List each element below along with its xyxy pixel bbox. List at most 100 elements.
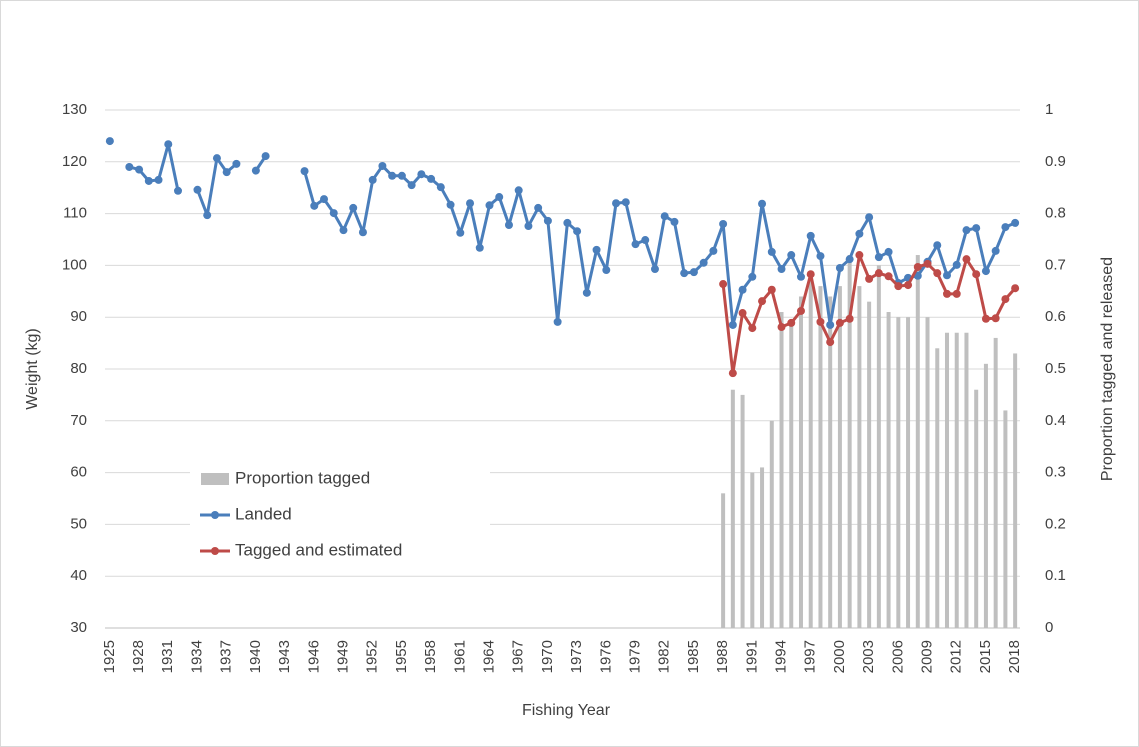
marker [699,258,708,267]
marker [787,251,796,260]
legend-label: Proportion tagged [235,468,370,487]
marker [913,262,922,271]
marker [222,168,231,177]
marker [689,268,698,277]
marker [835,318,844,327]
marker [1011,284,1020,293]
bar [1003,410,1008,628]
marker [865,274,874,283]
marker [738,285,747,294]
y2-tick-label: 0.1 [1045,567,1066,584]
marker [826,320,835,329]
marker [942,271,951,280]
marker [212,154,221,163]
bar [886,312,891,628]
marker [1001,223,1010,232]
y-tick-label: 80 [70,360,87,377]
marker [475,243,484,252]
marker [397,171,406,180]
y2-tick-label: 0.5 [1045,360,1066,377]
marker [135,165,144,174]
marker [436,183,445,192]
x-tick-label: 1925 [101,640,118,673]
y2-axis-title: Proportion tagged and released [1099,257,1116,481]
marker [972,270,981,279]
y2-tick-label: 0.4 [1045,412,1066,429]
marker [378,161,387,170]
bar [915,255,920,629]
y2-tick-label: 0.7 [1045,256,1066,273]
marker [164,140,173,149]
x-tick-label: 2006 [889,640,906,673]
marker [631,240,640,249]
marker [738,309,747,318]
marker [310,201,319,210]
marker [641,236,650,245]
marker [358,228,367,237]
marker [670,217,679,226]
marker [573,227,582,236]
marker [446,200,455,209]
marker [660,212,669,221]
marker [767,285,776,294]
marker [796,272,805,281]
y-tick-label: 110 [63,205,87,222]
x-tick-label: 1946 [305,640,322,673]
marker [193,185,202,194]
x-tick-label: 1934 [188,640,205,673]
marker [300,167,309,176]
bar [964,332,969,628]
bar [896,317,901,628]
y2-tick-label: 0.9 [1045,153,1066,170]
y-tick-label: 90 [70,308,87,325]
marker [612,199,621,208]
y-tick-label: 100 [62,256,87,273]
marker [232,159,241,168]
marker [826,338,835,347]
marker [553,317,562,326]
marker [251,166,260,175]
marker [728,369,737,378]
marker [942,289,951,298]
marker [709,246,718,255]
marker [835,263,844,272]
y-tick-label: 60 [70,464,87,481]
y2-tick-label: 0.2 [1045,515,1066,532]
marker [329,209,338,218]
x-tick-label: 2009 [918,640,935,673]
x-tick-label: 1976 [597,640,614,673]
marker [952,260,961,269]
x-tick-label: 1931 [159,640,176,673]
marker [144,176,153,185]
marker [845,314,854,323]
bar [857,286,862,628]
bar [993,337,998,628]
bar [808,275,813,628]
bar [1013,353,1018,628]
bar [769,420,774,628]
marker [105,137,114,146]
marker [855,251,864,260]
marker [602,266,611,275]
marker [767,247,776,256]
marker [592,245,601,254]
bar [974,389,979,628]
marker [154,175,163,184]
x-tick-label: 1973 [568,640,585,673]
y-tick-label: 120 [62,153,87,170]
marker [534,203,543,212]
marker [203,211,212,220]
x-tick-label: 1955 [393,640,410,673]
marker [456,228,465,237]
marker [349,203,358,212]
marker [1001,295,1010,304]
x-tick-label: 1994 [772,640,789,673]
marker [816,252,825,261]
marker [650,265,659,274]
marker [748,272,757,281]
bar [721,493,726,628]
x-tick-label: 1940 [247,640,264,673]
marker [845,255,854,264]
marker [952,289,961,298]
marker [884,247,893,256]
